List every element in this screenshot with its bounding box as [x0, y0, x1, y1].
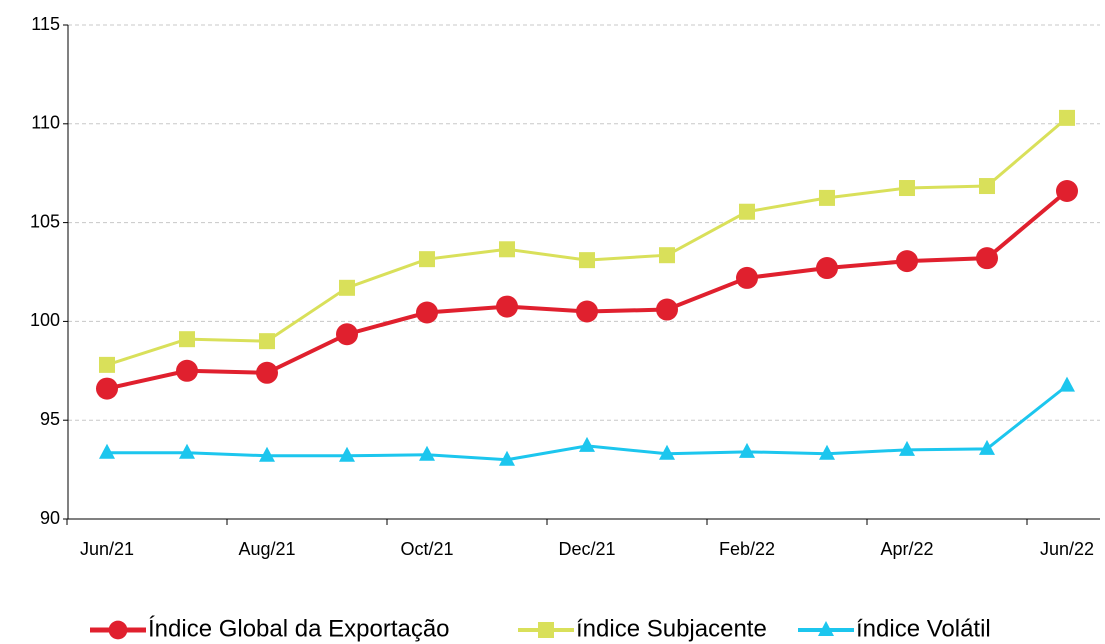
data-point: [419, 251, 435, 268]
data-point: [259, 333, 275, 350]
data-point: [179, 443, 195, 459]
data-point: [496, 295, 518, 318]
data-point: [99, 443, 115, 459]
data-point: [336, 323, 358, 346]
data-point: [176, 359, 198, 382]
legend-label: Índice Global da Exportação: [148, 615, 450, 642]
y-tick-label: 115: [31, 14, 60, 34]
data-point: [259, 446, 275, 462]
legend-label: índice Volátil: [856, 615, 991, 642]
y-tick-label: 90: [40, 508, 60, 528]
data-point: [416, 301, 438, 324]
x-tick-label: Feb/22: [719, 539, 775, 559]
y-tick-label: 95: [40, 409, 60, 429]
legend-marker: [108, 620, 128, 640]
data-point: [896, 250, 918, 273]
data-point: [819, 444, 835, 460]
data-point: [576, 300, 598, 323]
legend-marker: [818, 621, 834, 636]
data-point: [1059, 376, 1075, 392]
data-point: [899, 440, 915, 456]
data-point: [179, 331, 195, 348]
data-point: [1056, 179, 1078, 202]
data-point: [419, 445, 435, 461]
x-tick-label: Jun/22: [1040, 539, 1094, 559]
data-point: [579, 252, 595, 269]
y-tick-label: 110: [31, 113, 60, 133]
data-point: [819, 189, 835, 206]
series-line: [106, 189, 1069, 391]
x-tick-label: Jun/21: [80, 539, 134, 559]
x-tick-label: Dec/21: [558, 539, 615, 559]
data-point: [339, 446, 355, 462]
data-point: [659, 247, 675, 264]
legend-label: índice Subjacente: [576, 615, 767, 642]
data-point: [1059, 109, 1075, 126]
data-point: [899, 180, 915, 197]
data-point: [979, 178, 995, 195]
data-point: [339, 279, 355, 296]
data-point: [256, 361, 278, 384]
data-point: [736, 266, 758, 289]
x-tick-label: Apr/22: [880, 539, 933, 559]
data-point: [816, 257, 838, 280]
y-tick-label: 105: [30, 211, 60, 231]
data-point: [656, 298, 678, 321]
x-tick-label: Oct/21: [400, 539, 453, 559]
data-point: [739, 203, 755, 220]
data-point: [979, 439, 995, 455]
data-point: [499, 241, 515, 258]
series-line: [106, 116, 1068, 367]
data-point: [96, 377, 118, 400]
data-point: [499, 450, 515, 466]
data-point: [579, 436, 595, 452]
data-point: [659, 444, 675, 460]
legend-marker: [538, 622, 554, 638]
data-point: [976, 247, 998, 270]
x-tick-label: Aug/21: [238, 539, 295, 559]
data-point: [99, 356, 115, 373]
y-tick-label: 100: [30, 310, 60, 330]
data-point: [739, 442, 755, 458]
